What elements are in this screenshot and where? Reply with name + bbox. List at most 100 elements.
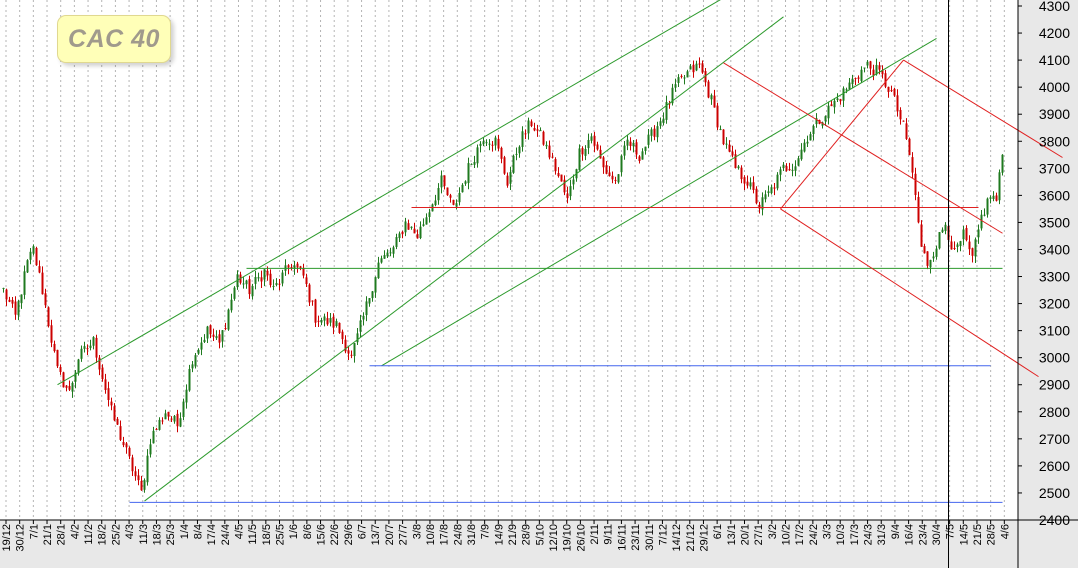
candle-body [362, 315, 365, 320]
candle-body [263, 269, 266, 280]
x-tick-label: 10/8 [425, 524, 437, 545]
candle-body [350, 354, 353, 356]
y-tick-label: 3600 [1039, 187, 1070, 203]
candle-body [617, 174, 620, 183]
candle-body [998, 172, 1001, 201]
trend-line-red [780, 59, 904, 210]
candle-body [698, 63, 701, 65]
candle-body [296, 263, 299, 268]
candle-body [320, 320, 323, 323]
candle-body [503, 157, 506, 174]
x-tick-label: 21/1 [42, 524, 54, 545]
candle-body [329, 318, 332, 323]
candle-body [938, 232, 941, 249]
candle-body [506, 175, 509, 186]
candle-body [677, 77, 680, 83]
candle-body [371, 291, 374, 299]
candle-body [539, 130, 542, 132]
candle-body [482, 141, 485, 145]
candle-body [386, 252, 389, 257]
candle-body [299, 266, 302, 269]
y-tick-label: 4200 [1039, 25, 1070, 41]
candle-body [893, 88, 896, 96]
candle-body [659, 121, 662, 126]
x-tick-label: 2/11 [589, 524, 601, 545]
x-tick-label: 10/2 [781, 524, 793, 545]
candle-body [95, 337, 98, 358]
candle-body [845, 89, 848, 91]
candle-body [62, 372, 65, 388]
candle-body [899, 109, 902, 120]
candle-body [722, 129, 725, 145]
candle-body [764, 194, 767, 200]
x-tick-label: 22/6 [329, 524, 341, 545]
candle-body [77, 359, 80, 374]
y-tick-label: 3000 [1039, 350, 1070, 366]
x-tick-label: 12/10 [548, 524, 560, 552]
candle-body [803, 142, 806, 152]
x-tick-label: 3/3 [822, 524, 834, 539]
candle-body [872, 69, 875, 76]
candle-body [902, 120, 905, 122]
candle-body [104, 379, 107, 391]
x-tick-label: 27/7 [398, 524, 410, 545]
candle-body [710, 95, 713, 100]
candle-body [665, 102, 668, 120]
candle-body [773, 187, 776, 189]
candle-body [524, 133, 527, 135]
candle-body [149, 444, 152, 455]
x-tick-label: 25/2 [110, 524, 122, 545]
candle-body [338, 322, 341, 333]
candle-body [905, 123, 908, 139]
candle-body [866, 61, 869, 66]
candle-body [101, 367, 104, 380]
candle-body [323, 316, 326, 321]
candle-body [968, 241, 971, 250]
x-tick-label: 10/3 [835, 524, 847, 545]
x-tick-label: 20/1 [739, 524, 751, 545]
y-tick-label: 3400 [1039, 241, 1070, 257]
candle-body [752, 182, 755, 190]
candle-body [500, 147, 503, 159]
candle-body [326, 318, 329, 325]
y-tick-label: 2600 [1039, 458, 1070, 474]
candle-body [272, 285, 275, 287]
candle-body [725, 143, 728, 145]
candle-body [8, 299, 11, 302]
candle-body [212, 334, 215, 337]
candle-body [98, 357, 101, 370]
candle-body [119, 426, 122, 440]
candle-body [929, 259, 932, 268]
x-tick-label: 19/10 [562, 524, 574, 552]
candle-body [455, 203, 458, 207]
candle-body [266, 270, 269, 276]
candle-body [743, 177, 746, 184]
candle-body [965, 228, 968, 241]
candle-body [443, 175, 446, 186]
candle-body [605, 165, 608, 174]
candle-body [740, 167, 743, 180]
candle-body [305, 277, 308, 285]
x-tick-label: 17/3 [849, 524, 861, 545]
x-tick-label: 8/4 [192, 524, 204, 539]
candle-body [782, 164, 785, 169]
x-tick-label: 1/4 [179, 524, 191, 539]
candle-body [770, 187, 773, 194]
candle-body [161, 420, 164, 422]
candle-body [425, 217, 428, 225]
candle-body [797, 158, 800, 166]
candle-body [470, 163, 473, 165]
x-tick-label: 24/2 [808, 524, 820, 545]
candle-body [230, 299, 233, 311]
candle-body [683, 77, 686, 79]
x-tick-label: 6/1 [712, 524, 724, 539]
candle-body [950, 241, 953, 250]
candle-body [884, 73, 887, 87]
candle-body [557, 173, 560, 177]
x-tick-label: 11/3 [138, 524, 150, 545]
candle-body [449, 195, 452, 198]
candle-body [530, 121, 533, 127]
candle-body [689, 66, 692, 70]
candle-body [971, 248, 974, 256]
candle-body [608, 172, 611, 176]
